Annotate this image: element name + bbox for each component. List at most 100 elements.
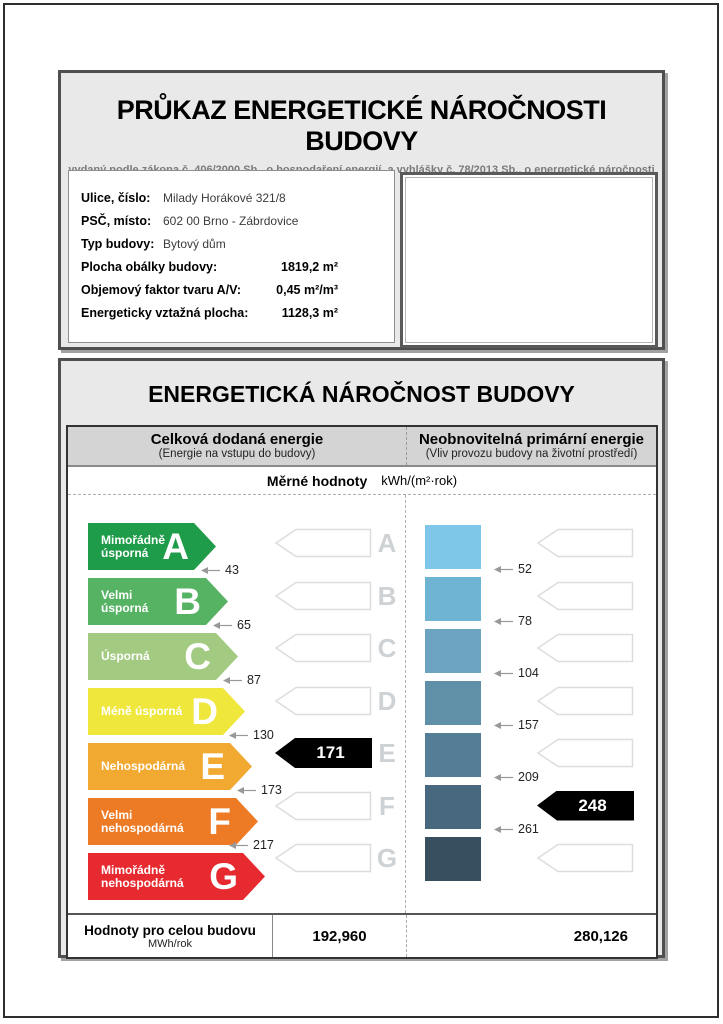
energy-rating-panel: ENERGETICKÁ NÁROČNOST BUDOVY Celková dod… — [58, 358, 665, 959]
left-arrow-icon — [494, 773, 513, 781]
delivered-value: 171 — [316, 743, 345, 762]
column-title: Neobnovitelná primární energie — [418, 431, 645, 448]
certificate-header-panel: PRŮKAZ ENERGETICKÉ NÁROČNOSTI BUDOVY vyd… — [58, 70, 665, 350]
info-value: 1819,2 m² — [281, 260, 338, 274]
scale-letter-c: C — [377, 633, 397, 663]
class-label: Velmi úsporná — [101, 587, 149, 615]
whole-building-unit: MWh/rok — [148, 937, 192, 950]
building-info-box: Ulice, číslo: Milady Horákové 321/8 PSČ,… — [68, 170, 395, 343]
empty-rating-arrow-primary-a — [537, 528, 634, 558]
class-label: Méně úsporná — [101, 704, 183, 718]
delivered-total-value: 192,960 — [273, 915, 407, 957]
class-letter: B — [174, 580, 201, 622]
threshold-primary-d-e: 157 — [493, 718, 539, 732]
scale-letter-a: A — [377, 528, 397, 558]
class-arrow-c: Úsporná C — [88, 633, 238, 680]
info-label: Energeticky vztažná plocha: — [81, 306, 249, 320]
scale-letter-g: G — [376, 843, 398, 873]
whole-building-label-cell: Hodnoty pro celou budovu MWh/rok — [68, 915, 273, 957]
left-arrow-icon — [213, 621, 232, 629]
class-letter: D — [191, 690, 218, 732]
class-label: Velmi nehospodárná — [101, 807, 184, 835]
threshold-delivered-c-d: 87 — [222, 673, 261, 687]
class-label: Úsporná — [101, 649, 150, 663]
delivered-value-arrow: 171 — [275, 738, 372, 768]
threshold-delivered-b-c: 65 — [212, 618, 251, 632]
class-arrow-d: Méně úsporná D — [88, 688, 245, 735]
info-label: Ulice, číslo: — [81, 191, 151, 205]
empty-rating-arrow-b — [275, 581, 372, 610]
scale-letter-e: E — [378, 738, 396, 768]
info-row-street: Ulice, číslo: Milady Horákové 321/8 — [81, 191, 338, 214]
info-label: Objemový faktor tvaru A/V: — [81, 283, 241, 297]
scale-letter-f: F — [379, 790, 395, 821]
info-value: Milady Horákové 321/8 — [163, 191, 286, 205]
rating-chart-box: Celková dodaná energie (Energie na vstup… — [66, 425, 658, 959]
primary-scale-square-a — [425, 525, 481, 569]
info-value: 1128,3 m² — [281, 306, 338, 320]
left-arrow-icon — [223, 676, 242, 684]
info-value: Bytový dům — [163, 237, 226, 251]
column-divider — [405, 495, 406, 913]
primary-scale-square-g — [425, 837, 481, 881]
column-subtitle: (Vliv provozu budovy na životní prostřed… — [425, 448, 638, 460]
threshold-primary-a-b: 52 — [493, 562, 532, 576]
rating-chart-region: Mimořádně úsporná A Velmi úsporná B Úsporn… — [68, 495, 656, 913]
threshold-primary-c-d: 104 — [493, 666, 539, 680]
info-row-building-type: Typ budovy: Bytový dům — [81, 237, 338, 260]
primary-value-arrow: 248 — [537, 790, 634, 821]
left-arrow-icon — [229, 841, 248, 849]
threshold-delivered-a-b: 43 — [200, 563, 239, 577]
column-headers: Celková dodaná energie (Energie na vstup… — [68, 427, 656, 467]
empty-rating-arrow-g — [275, 843, 372, 873]
empty-rating-arrow-a — [275, 528, 372, 558]
empty-rating-arrow-primary-e — [537, 738, 634, 768]
info-row-volume-factor: Objemový faktor tvaru A/V: 0,45 m²/m³ — [81, 283, 338, 306]
class-arrow-e: Nehospodárná E — [88, 743, 252, 790]
empty-rating-arrow-primary-d — [537, 686, 634, 715]
left-arrow-icon — [229, 731, 248, 739]
units-row: Měrné hodnoty kWh/(m²·rok) — [68, 467, 656, 495]
left-arrow-icon — [494, 669, 513, 677]
class-arrow-f: Velmi nehospodárná F — [88, 798, 258, 845]
units-label: Měrné hodnoty — [266, 472, 368, 489]
info-row-reference-area: Energeticky vztažná plocha: 1128,3 m² — [81, 306, 338, 329]
left-arrow-icon — [494, 565, 513, 573]
primary-scale-square-f — [425, 785, 481, 829]
threshold-delivered-f-g: 217 — [228, 838, 274, 852]
document-title: PRŮKAZ ENERGETICKÉ NÁROČNOSTI BUDOVY — [116, 95, 607, 156]
primary-scale-square-e — [425, 733, 481, 777]
class-letter: C — [184, 635, 211, 677]
empty-rating-arrow-primary-c — [537, 633, 634, 663]
empty-rating-arrow-primary-b — [537, 581, 634, 610]
primary-total-value: 280,126 — [573, 927, 628, 945]
class-letter: G — [209, 855, 238, 897]
primary-scale-square-b — [425, 577, 481, 621]
column-title: Celková dodaná energie — [150, 431, 324, 448]
empty-rating-arrow-c — [275, 633, 372, 663]
info-label: Typ budovy: — [81, 237, 155, 251]
class-label: Mimořádně nehospodárná — [101, 862, 184, 890]
class-label: Nehospodárná — [101, 759, 186, 773]
info-value: 602 00 Brno - Zábrdovice — [163, 214, 299, 228]
class-letter: F — [208, 800, 231, 842]
class-letter: E — [200, 745, 225, 787]
building-photo-placeholder — [400, 172, 658, 348]
class-letter: A — [162, 525, 189, 567]
class-arrow-a: Mimořádně úsporná A — [88, 523, 216, 570]
threshold-primary-e-f: 209 — [493, 770, 539, 784]
info-value: 0,45 m²/m³ — [276, 283, 338, 297]
left-arrow-icon — [201, 566, 220, 574]
left-arrow-icon — [494, 721, 513, 729]
info-label: Plocha obálky budovy: — [81, 260, 218, 274]
scale-letter-b: B — [377, 580, 397, 611]
primary-scale-square-c — [425, 629, 481, 673]
threshold-primary-f-g: 261 — [493, 822, 539, 836]
column-header-delivered-energy: Celková dodaná energie (Energie na vstup… — [68, 427, 407, 465]
units-value: kWh/(m²·rok) — [381, 473, 458, 488]
empty-rating-arrow-d — [275, 686, 372, 715]
empty-rating-arrow-f — [275, 791, 372, 820]
primary-scale-square-d — [425, 681, 481, 725]
column-header-primary-energy: Neobnovitelná primární energie (Vliv pro… — [407, 427, 656, 465]
left-arrow-icon — [494, 617, 513, 625]
